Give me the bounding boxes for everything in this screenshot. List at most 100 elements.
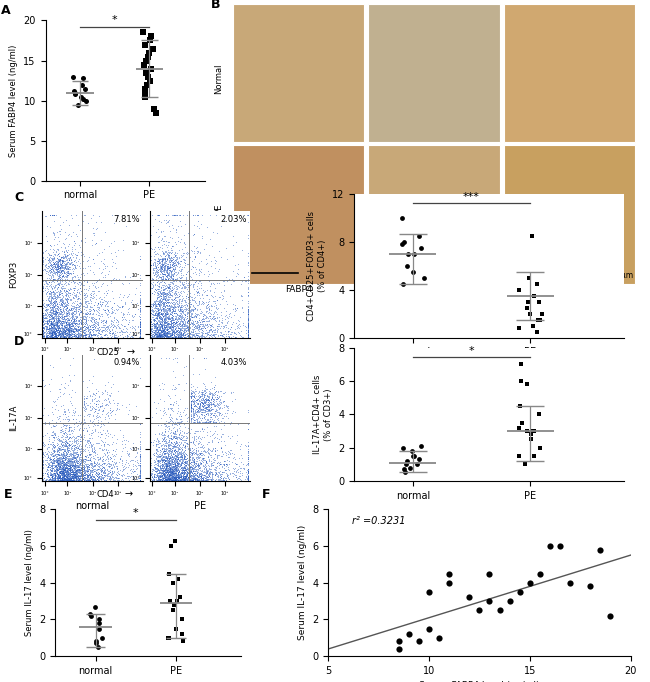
- Point: [168, 265, 179, 276]
- Point: [163, 456, 174, 466]
- Point: [170, 292, 180, 303]
- Point: [148, 260, 158, 271]
- Point: [155, 473, 166, 484]
- Point: [151, 306, 162, 316]
- Point: [50, 429, 60, 440]
- Point: [153, 323, 164, 333]
- Point: [201, 458, 211, 469]
- Point: [163, 313, 174, 324]
- Point: [175, 325, 185, 336]
- Point: [51, 456, 62, 467]
- Point: [201, 319, 211, 330]
- Point: [214, 318, 224, 329]
- Point: [57, 462, 68, 473]
- Point: [135, 278, 146, 289]
- Point: [162, 268, 172, 279]
- Point: [69, 309, 79, 320]
- Point: [168, 472, 179, 483]
- Point: [213, 265, 224, 276]
- Point: [58, 472, 69, 483]
- Point: [211, 468, 221, 479]
- Point: [185, 465, 196, 476]
- Point: [90, 328, 101, 339]
- Point: [59, 239, 70, 250]
- Point: [226, 445, 236, 456]
- Point: [89, 456, 99, 467]
- Point: [178, 254, 188, 265]
- Point: [148, 475, 158, 486]
- Point: [203, 394, 213, 405]
- Point: [57, 293, 68, 303]
- Point: [51, 268, 62, 279]
- Point: [145, 317, 155, 328]
- Point: [156, 322, 166, 333]
- Point: [164, 308, 175, 319]
- Point: [74, 317, 85, 328]
- Point: [49, 286, 59, 297]
- Point: [242, 457, 253, 468]
- Point: [171, 314, 181, 325]
- Point: [162, 317, 173, 328]
- Point: [190, 388, 200, 399]
- Point: [153, 288, 164, 299]
- Point: [153, 304, 164, 315]
- Point: [191, 470, 202, 481]
- Point: [204, 314, 214, 325]
- Point: [186, 397, 196, 408]
- Point: [168, 294, 179, 305]
- Point: [62, 467, 73, 478]
- Point: [57, 331, 67, 342]
- Point: [44, 288, 54, 299]
- Point: [78, 311, 88, 322]
- Point: [49, 325, 59, 336]
- Point: [78, 324, 88, 335]
- Point: [180, 329, 190, 340]
- Point: [159, 455, 170, 466]
- Point: [135, 463, 146, 474]
- Point: [200, 403, 211, 414]
- Point: [46, 276, 57, 287]
- Point: [188, 408, 198, 419]
- Point: [56, 269, 66, 280]
- Point: [188, 462, 198, 473]
- Point: [168, 321, 179, 332]
- Point: [73, 464, 84, 475]
- Point: [44, 323, 54, 334]
- Point: [182, 428, 192, 439]
- Point: [171, 310, 181, 321]
- Point: [400, 459, 411, 470]
- Point: [49, 467, 59, 478]
- Point: [61, 266, 72, 277]
- Point: [74, 239, 85, 250]
- Point: [189, 401, 200, 412]
- Point: [200, 312, 211, 323]
- Point: [159, 291, 170, 302]
- Point: [173, 472, 183, 483]
- Point: [123, 462, 133, 473]
- Point: [183, 265, 193, 276]
- Point: [167, 464, 177, 475]
- Point: [98, 257, 109, 268]
- Point: [50, 306, 60, 316]
- Point: [49, 327, 60, 338]
- Point: [187, 291, 198, 302]
- Point: [74, 464, 85, 475]
- Point: [102, 308, 112, 319]
- Point: [76, 79, 86, 90]
- Point: [182, 470, 192, 481]
- Point: [77, 447, 88, 458]
- Point: [202, 414, 212, 425]
- Point: [44, 288, 54, 299]
- Point: [166, 317, 176, 328]
- Point: [210, 314, 220, 325]
- Point: [54, 321, 64, 332]
- Point: [64, 262, 74, 273]
- Point: [159, 469, 170, 480]
- Point: [203, 271, 214, 282]
- Point: [62, 315, 73, 326]
- Point: [157, 314, 167, 325]
- Point: [51, 303, 62, 314]
- Point: [79, 400, 89, 411]
- Point: [63, 326, 73, 337]
- Point: [202, 398, 212, 409]
